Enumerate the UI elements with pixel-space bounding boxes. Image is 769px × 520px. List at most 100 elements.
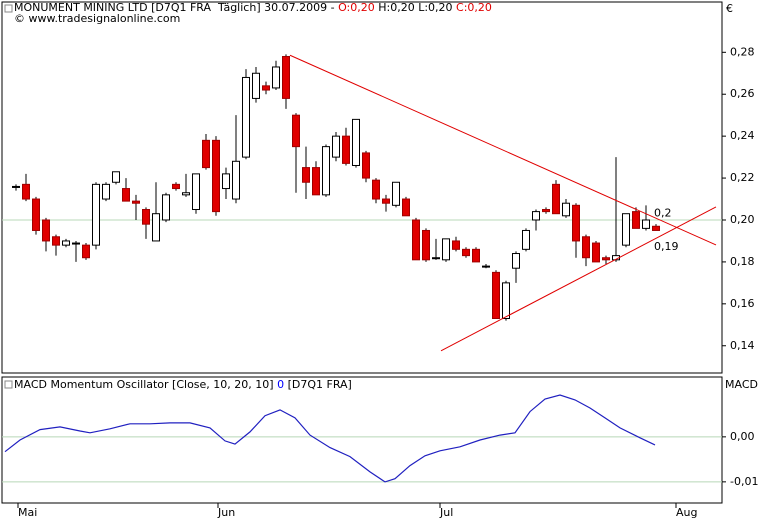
- candle-body: [62, 240, 70, 246]
- candle-body: [32, 198, 40, 231]
- candle-body: [112, 171, 120, 183]
- unit-label: €: [726, 2, 733, 15]
- candle-body: [342, 135, 350, 164]
- candle-body: [602, 257, 610, 261]
- candle-body: [262, 85, 270, 91]
- candle-body: [552, 183, 560, 215]
- candle-body: [242, 76, 250, 158]
- title-part: C:0,20: [456, 1, 492, 14]
- candle-body: [22, 183, 30, 200]
- y-tick-label: -0,01: [730, 475, 758, 488]
- candle-body: [532, 211, 540, 221]
- candle-body: [152, 213, 160, 242]
- candle-body: [292, 114, 300, 148]
- candle-body: [442, 238, 450, 261]
- candle-body: [492, 271, 500, 320]
- candle-body: [562, 202, 570, 217]
- candle-body: [402, 198, 410, 217]
- candle-body: [642, 219, 650, 229]
- y-tick-label: 0,22: [730, 171, 755, 184]
- panel-title: MACD Momentum Oscillator [Close, 10, 20,…: [14, 378, 352, 391]
- x-tick-label: Aug: [676, 506, 697, 519]
- candle-body: [172, 183, 180, 190]
- candle-body: [72, 242, 80, 245]
- candle-body: [372, 179, 380, 200]
- candle-body: [622, 213, 630, 246]
- candle-body: [462, 248, 470, 257]
- candle-body: [202, 139, 210, 169]
- candle-body: [352, 118, 360, 166]
- trend-line: [289, 54, 717, 246]
- candle-body: [232, 160, 240, 200]
- candle-body: [42, 219, 50, 242]
- candle-body: [652, 225, 660, 231]
- candle-body: [302, 167, 310, 183]
- y-tick-label: 0,18: [730, 255, 755, 268]
- candle-body: [572, 204, 580, 242]
- main-panel: [1, 1, 723, 374]
- panel-icon: [4, 380, 13, 389]
- candle-body: [392, 181, 400, 206]
- candle-body: [422, 229, 430, 261]
- candle-body: [542, 209, 550, 213]
- title-part: MONUMENT MINING LTD [D7Q1 FRA Täglich] 3…: [14, 1, 338, 14]
- candle-body: [82, 244, 90, 259]
- candle-body: [252, 72, 260, 99]
- y-tick-label: 0,28: [730, 45, 755, 58]
- title-part: O:0,20: [338, 1, 375, 14]
- candle-body: [92, 183, 100, 246]
- candle-body: [482, 265, 490, 268]
- candle-body: [632, 211, 640, 229]
- candle-body: [272, 66, 280, 89]
- candle-body: [282, 55, 290, 99]
- candle-body: [192, 173, 200, 211]
- trend-line: [440, 206, 717, 352]
- candle-body: [12, 185, 20, 188]
- x-tick-label: Jun: [217, 506, 235, 519]
- annotation: 0,19: [654, 240, 679, 253]
- candle-body: [102, 183, 110, 200]
- macd-line: [4, 394, 656, 483]
- y-tick-label: 0,00: [730, 430, 755, 443]
- candle-body: [362, 152, 370, 179]
- macd-panel: [1, 376, 723, 504]
- title-part: H:0,20 L:0,20: [375, 1, 456, 14]
- candle-body: [52, 236, 60, 246]
- annotation: 0,2: [654, 207, 672, 220]
- candle-body: [122, 188, 130, 202]
- y-tick-label: 0,20: [730, 213, 755, 226]
- y-tick-label: 0,16: [730, 297, 755, 310]
- y-tick-label: 0,26: [730, 87, 755, 100]
- candle-body: [472, 248, 480, 263]
- subtitle: © www.tradesignalonline.com: [14, 12, 180, 25]
- candle-body: [592, 242, 600, 263]
- title-part: [D7Q1 FRA]: [284, 378, 352, 391]
- candle-body: [142, 209, 150, 225]
- candle-body: [502, 282, 510, 320]
- candle-body: [212, 139, 220, 213]
- candle-body: [332, 135, 340, 158]
- candle-body: [322, 146, 330, 196]
- candle-body: [452, 240, 460, 250]
- candle-body: [432, 257, 440, 260]
- candle-body: [222, 173, 230, 190]
- candle-body: [312, 167, 320, 196]
- y-tick-label: 0,14: [730, 339, 755, 352]
- axis-label: MACD: [725, 378, 758, 391]
- title-part: MACD Momentum Oscillator [Close, 10, 20,…: [14, 378, 277, 391]
- x-tick-label: Mai: [18, 506, 37, 519]
- candle-body: [162, 194, 170, 221]
- panel-title: MONUMENT MINING LTD [D7Q1 FRA Täglich] 3…: [14, 1, 492, 14]
- candle-body: [182, 192, 190, 196]
- title-part: 0: [277, 378, 284, 391]
- candle-body: [512, 253, 520, 269]
- candle-body: [382, 198, 390, 204]
- candle-body: [582, 236, 590, 259]
- x-tick-label: Jul: [439, 506, 453, 519]
- y-tick-label: 0,24: [730, 129, 755, 142]
- panel-icon: [4, 4, 13, 13]
- candle-body: [522, 229, 530, 250]
- candle-body: [132, 200, 140, 204]
- candle-body: [412, 219, 420, 261]
